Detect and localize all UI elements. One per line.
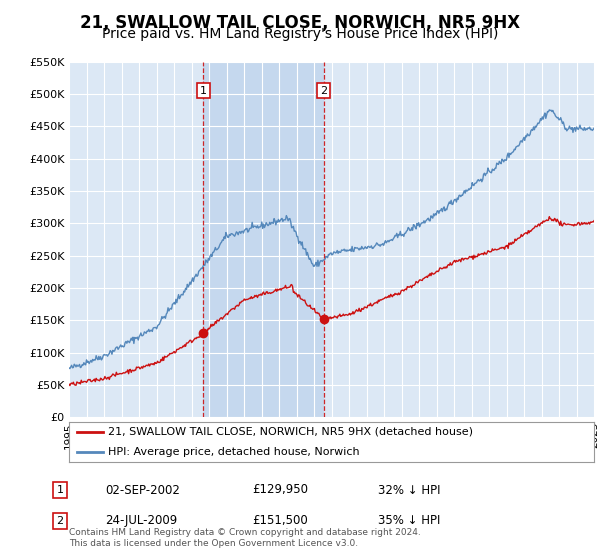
Bar xyxy=(203,62,324,417)
Text: 1: 1 xyxy=(56,485,64,495)
Text: 2: 2 xyxy=(56,516,64,526)
Text: 21, SWALLOW TAIL CLOSE, NORWICH, NR5 9HX (detached house): 21, SWALLOW TAIL CLOSE, NORWICH, NR5 9HX… xyxy=(109,427,473,437)
Text: Price paid vs. HM Land Registry's House Price Index (HPI): Price paid vs. HM Land Registry's House … xyxy=(102,27,498,41)
Text: 24-JUL-2009: 24-JUL-2009 xyxy=(105,514,177,528)
Text: £151,500: £151,500 xyxy=(252,514,308,528)
Text: 32% ↓ HPI: 32% ↓ HPI xyxy=(378,483,440,497)
Text: £129,950: £129,950 xyxy=(252,483,308,497)
Text: 02-SEP-2002: 02-SEP-2002 xyxy=(105,483,180,497)
Text: Contains HM Land Registry data © Crown copyright and database right 2024.
This d: Contains HM Land Registry data © Crown c… xyxy=(69,528,421,548)
Text: 35% ↓ HPI: 35% ↓ HPI xyxy=(378,514,440,528)
Text: HPI: Average price, detached house, Norwich: HPI: Average price, detached house, Norw… xyxy=(109,447,360,457)
Text: 2: 2 xyxy=(320,86,328,96)
Text: 21, SWALLOW TAIL CLOSE, NORWICH, NR5 9HX: 21, SWALLOW TAIL CLOSE, NORWICH, NR5 9HX xyxy=(80,14,520,32)
Text: 1: 1 xyxy=(200,86,207,96)
